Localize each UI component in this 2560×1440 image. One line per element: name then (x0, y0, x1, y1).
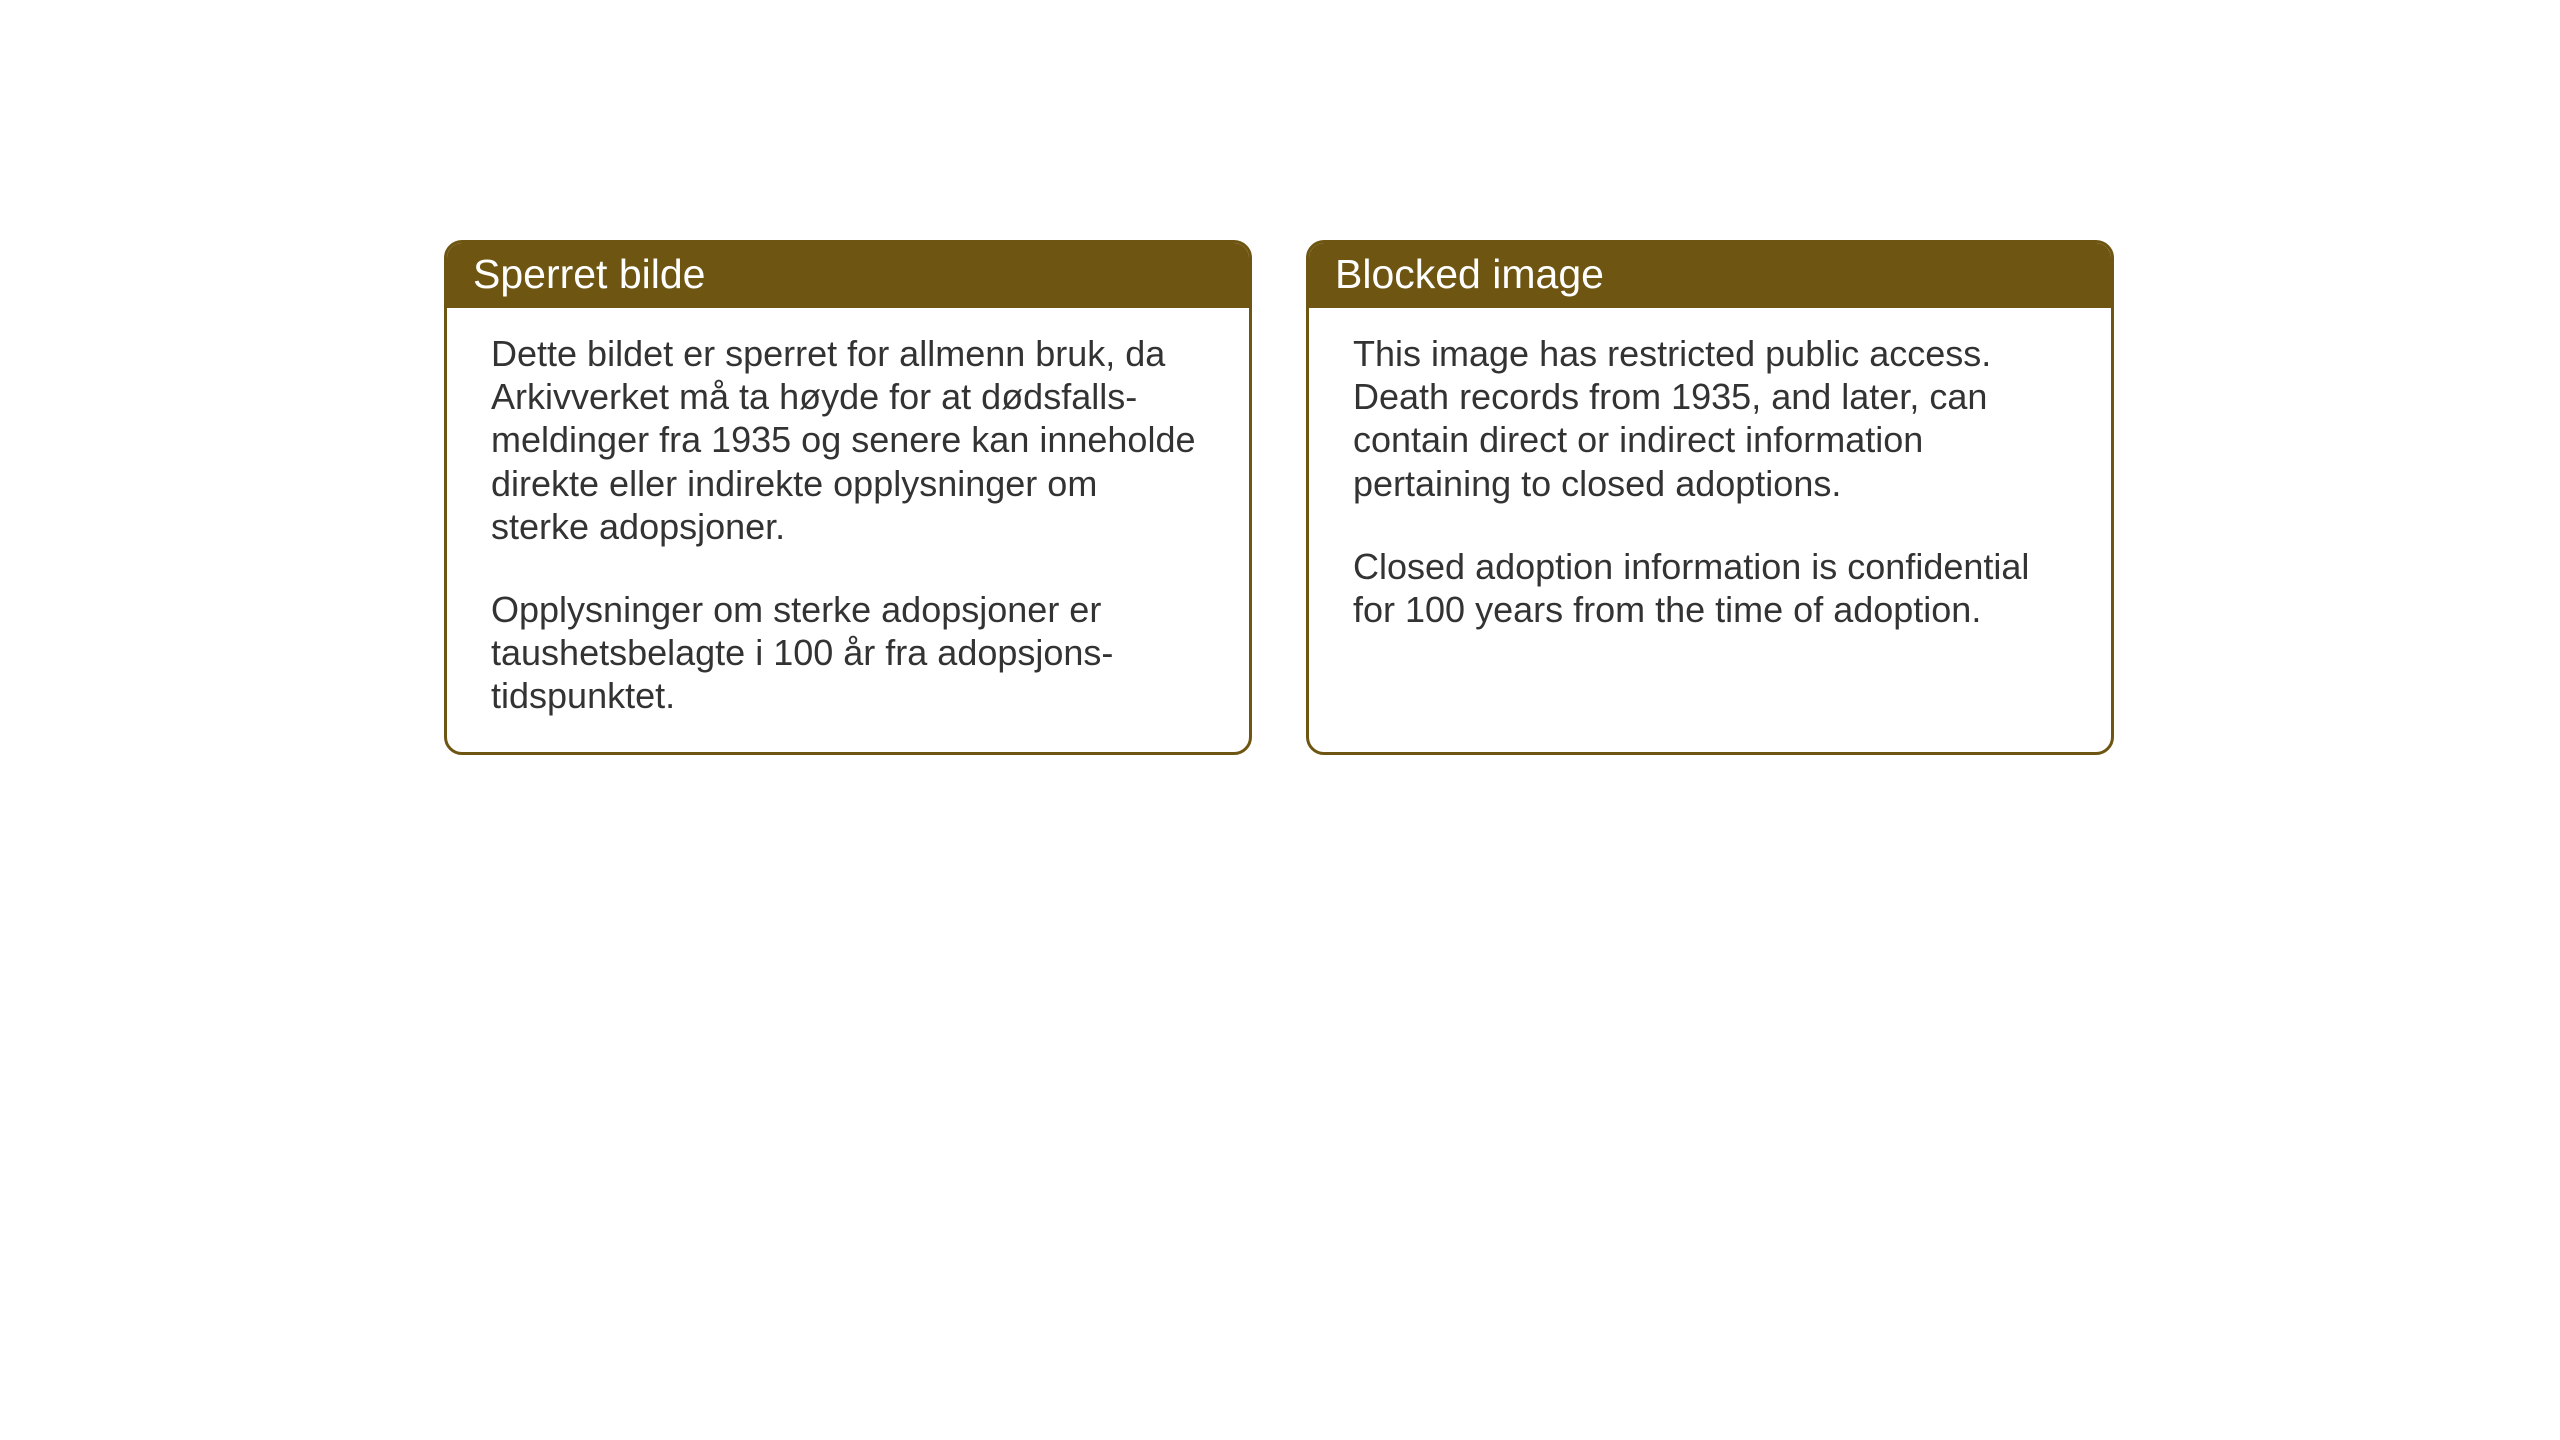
norwegian-paragraph-1: Dette bildet er sperret for allmenn bruk… (491, 332, 1205, 548)
english-card-body: This image has restricted public access.… (1309, 308, 2111, 665)
english-paragraph-1: This image has restricted public access.… (1353, 332, 2067, 505)
english-paragraph-2: Closed adoption information is confident… (1353, 545, 2067, 631)
norwegian-paragraph-2: Opplysninger om sterke adopsjoner er tau… (491, 588, 1205, 718)
english-notice-card: Blocked image This image has restricted … (1306, 240, 2114, 755)
norwegian-card-body: Dette bildet er sperret for allmenn bruk… (447, 308, 1249, 752)
notice-container: Sperret bilde Dette bildet er sperret fo… (444, 240, 2114, 755)
norwegian-notice-card: Sperret bilde Dette bildet er sperret fo… (444, 240, 1252, 755)
english-card-title: Blocked image (1309, 243, 2111, 308)
norwegian-card-title: Sperret bilde (447, 243, 1249, 308)
